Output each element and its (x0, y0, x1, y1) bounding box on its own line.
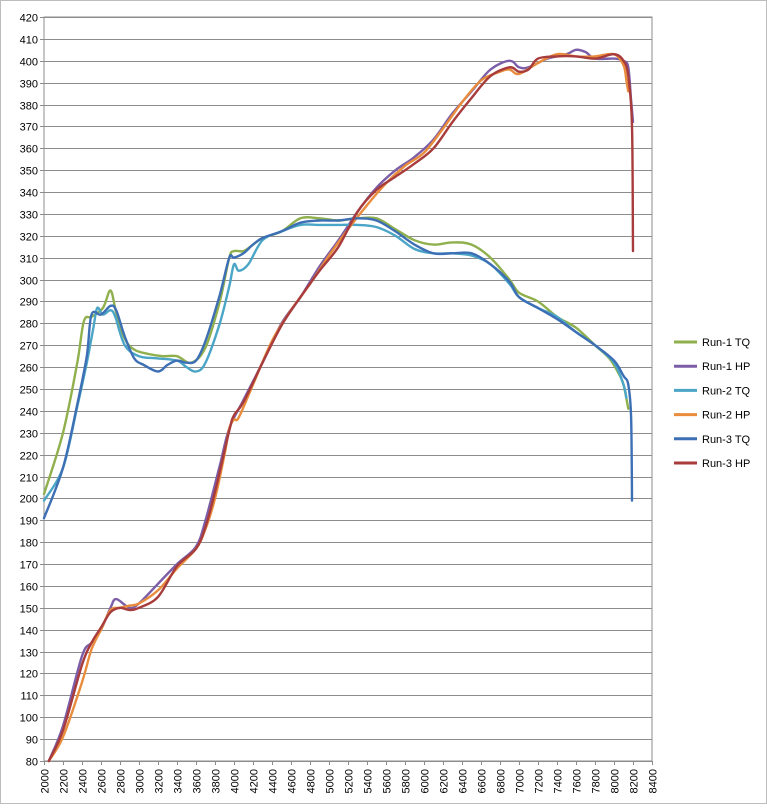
y-tick-label: 180 (20, 538, 38, 550)
y-tick-label: 360 (20, 144, 38, 156)
y-tick-label: 300 (20, 276, 38, 288)
y-tick-label: 420 (20, 13, 38, 25)
y-tick-label: 190 (20, 516, 38, 528)
x-tick-label: 4400 (268, 769, 280, 793)
x-tick-label: 3200 (154, 769, 166, 793)
x-tick-label: 2000 (40, 769, 52, 793)
legend-label: Run-1 HP (702, 361, 750, 373)
x-tick-label: 5400 (363, 769, 375, 793)
x-tick-label: 5600 (382, 769, 394, 793)
x-tick-label: 6800 (496, 769, 508, 793)
legend: Run-1 TQ Run-1 HP Run-2 TQ Run-2 HP Run-3 TQ… (674, 337, 751, 470)
grid (44, 17, 652, 762)
y-tick-label: 290 (20, 297, 38, 309)
y-tick-label: 390 (20, 79, 38, 91)
y-tick-label: 80 (26, 757, 38, 769)
y-tick-label: 220 (20, 451, 38, 463)
y-tick-label: 400 (20, 57, 38, 69)
y-tick-label: 110 (20, 691, 38, 703)
series-lines (42, 48, 635, 763)
y-tick-label: 230 (20, 429, 38, 441)
y-tick-label: 200 (20, 494, 38, 506)
y-tick-labels: 80 90 100 110 120 130 140 150 160 170 180 190 200 210… (20, 13, 38, 769)
y-tick-label: 150 (20, 604, 38, 616)
series-line-run-2-hp (47, 52, 630, 763)
y-tick-label: 260 (20, 363, 38, 375)
y-tick-label: 330 (20, 210, 38, 222)
legend-label: Run-2 TQ (702, 385, 751, 397)
x-tick-label: 8400 (648, 769, 660, 793)
legend-label: Run-3 HP (702, 458, 750, 470)
x-tick-label: 4600 (287, 769, 299, 793)
x-tick-label: 2200 (59, 769, 71, 793)
x-tick-label: 2600 (97, 769, 109, 793)
y-tick-label: 310 (20, 254, 38, 266)
legend-label: Run-3 TQ (702, 434, 751, 446)
y-tick-label: 210 (20, 473, 38, 485)
y-tick-label: 120 (20, 669, 38, 681)
y-tick-label: 410 (20, 35, 38, 47)
y-tick-label: 340 (20, 188, 38, 200)
y-tick-label: 140 (20, 626, 38, 638)
series-line-run-3-tq (42, 217, 634, 520)
x-tick-label: 6000 (420, 769, 432, 793)
y-tick-label: 380 (20, 101, 38, 113)
x-tick-label: 4800 (306, 769, 318, 793)
x-tick-label: 7200 (534, 769, 546, 793)
x-tick-label: 3600 (192, 769, 204, 793)
x-tick-label: 5200 (344, 769, 356, 793)
y-tick-label: 100 (20, 713, 38, 725)
y-tick-label: 240 (20, 407, 38, 419)
x-tick-label: 7400 (553, 769, 565, 793)
legend-label: Run-1 TQ (702, 337, 751, 349)
x-tick-label: 8200 (629, 769, 641, 793)
x-tick-label: 7600 (572, 769, 584, 793)
x-tick-label: 8000 (610, 769, 622, 793)
x-tick-label: 4000 (230, 769, 242, 793)
y-tick-label: 250 (20, 385, 38, 397)
x-tick-label: 2800 (116, 769, 128, 793)
x-tick-labels: 2000 2200 2400 2600 2800 3000 3200 3400 3600 3800… (40, 769, 660, 793)
y-tick-label: 90 (26, 735, 38, 747)
axes (40, 16, 653, 765)
y-tick-label: 270 (20, 341, 38, 353)
x-tick-label: 5000 (325, 769, 337, 793)
y-tick-label: 350 (20, 166, 38, 178)
x-tick-label: 6400 (458, 769, 470, 793)
y-tick-label: 130 (20, 648, 38, 660)
x-tick-label: 7000 (515, 769, 527, 793)
series-line-run-1-hp (47, 48, 635, 763)
series-line-run-2-tq (42, 223, 628, 502)
x-tick-label: 4200 (249, 769, 261, 793)
x-tick-label: 3000 (135, 769, 147, 793)
y-tick-label: 170 (20, 560, 38, 572)
y-tick-label: 370 (20, 122, 38, 134)
legend-label: Run-2 HP (702, 410, 750, 422)
x-tick-label: 2400 (78, 769, 90, 793)
x-tick-label: 7800 (591, 769, 603, 793)
y-tick-label: 280 (20, 319, 38, 331)
y-tick-label: 320 (20, 232, 38, 244)
x-tick-label: 6200 (439, 769, 451, 793)
x-tick-label: 3800 (211, 769, 223, 793)
x-tick-label: 5800 (401, 769, 413, 793)
y-tick-label: 160 (20, 582, 38, 594)
x-tick-label: 3400 (173, 769, 185, 793)
series-line-run-3-hp (47, 52, 635, 763)
x-tick-label: 6600 (477, 769, 489, 793)
